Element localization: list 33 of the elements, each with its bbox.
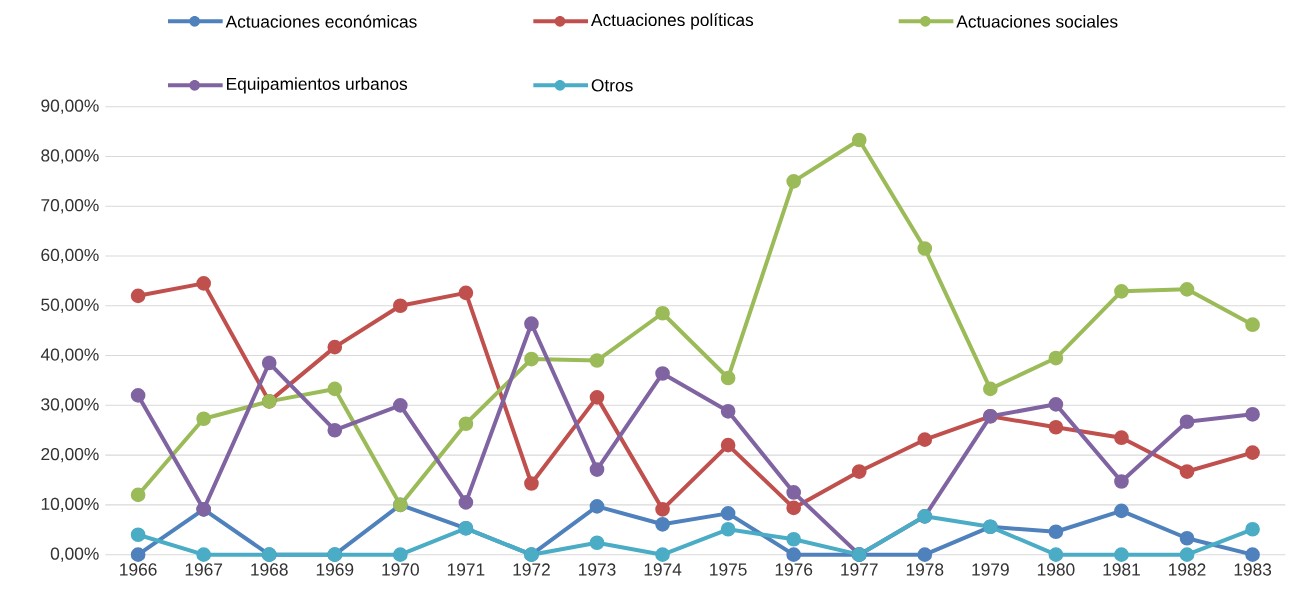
legend-label: Otros <box>591 79 633 92</box>
y-tick-label: 90,00% <box>41 99 99 114</box>
legend-label: Equipamientos urbanos <box>227 77 408 94</box>
x-tick-label: 1976 <box>775 563 813 576</box>
legend-label: Actuaciones económicas <box>225 14 417 28</box>
y-tick-label: 20,00% <box>41 447 99 463</box>
x-tick-label: 1981 <box>1103 563 1140 576</box>
x-tick-label: 1970 <box>382 563 419 576</box>
y-tick-label: 40,00% <box>40 348 99 363</box>
x-tick-label: 1969 <box>316 563 354 576</box>
x-tick-label: 1977 <box>841 563 878 576</box>
x-tick-label: 1979 <box>972 563 1009 576</box>
x-tick-label: 1975 <box>710 563 747 576</box>
x-tick-label: 1974 <box>644 563 682 576</box>
x-tick-label: 1973 <box>579 563 616 576</box>
y-tick-label: 50,00% <box>41 298 99 313</box>
x-tick-label: 1983 <box>1234 563 1272 576</box>
y-tick-label: 10,00% <box>41 497 99 513</box>
x-tick-label: 1982 <box>1169 563 1206 576</box>
y-tick-label: 30,00% <box>41 398 99 413</box>
x-tick-label: 1967 <box>185 563 223 576</box>
x-tick-label: 1968 <box>251 563 288 576</box>
y-tick-label: 70,00% <box>41 199 99 214</box>
x-tick-label: 1978 <box>906 563 944 576</box>
y-tick-label: 0,00% <box>50 547 99 562</box>
legend-label: Actuaciones políticas <box>590 13 754 30</box>
x-tick-label: 1966 <box>120 563 157 576</box>
y-tick-label: 60,00% <box>41 248 99 264</box>
legend-label: Actuaciones sociales <box>956 14 1118 28</box>
x-tick-label: 1980 <box>1037 563 1075 576</box>
y-tick-label: 80,00% <box>41 149 99 164</box>
x-tick-label: 1972 <box>513 563 550 576</box>
x-tick-label: 1971 <box>447 563 485 576</box>
